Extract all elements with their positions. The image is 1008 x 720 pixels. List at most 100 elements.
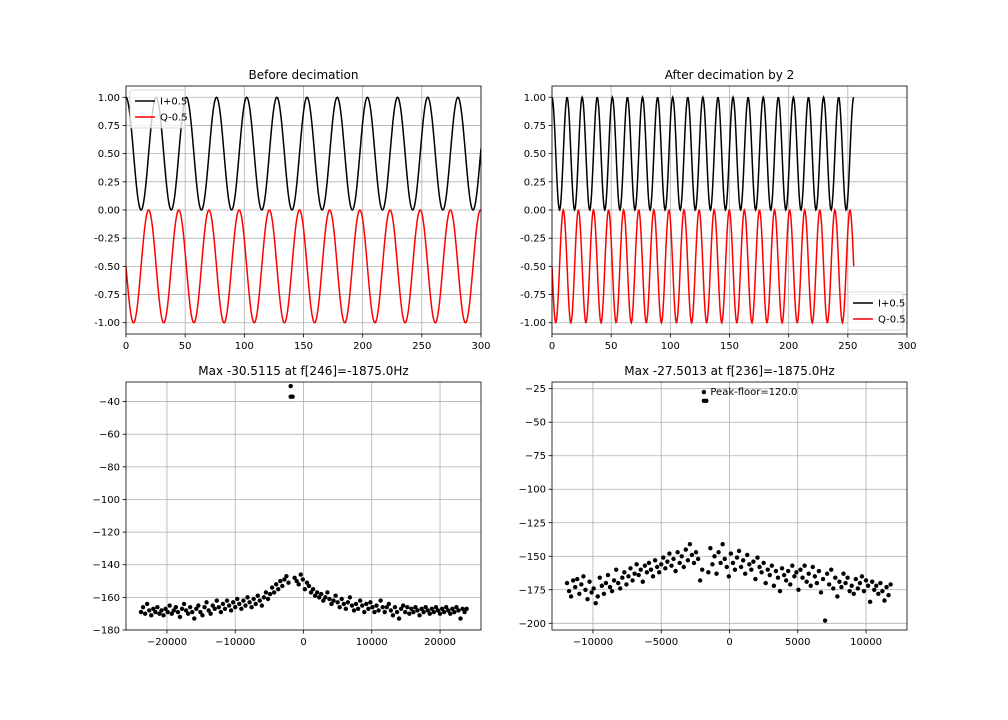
x-tick-label: 20000 <box>424 637 456 648</box>
x-tick-label: 5000 <box>785 637 810 648</box>
data-point <box>691 560 697 566</box>
data-point <box>259 603 265 608</box>
data-point <box>566 588 572 594</box>
data-point <box>757 564 762 570</box>
data-point <box>640 579 645 584</box>
data-point <box>269 585 275 590</box>
data-point <box>779 566 785 571</box>
data-point <box>249 604 254 610</box>
data-point <box>409 606 414 611</box>
data-point <box>278 578 283 584</box>
data-point <box>749 567 754 572</box>
data-point <box>652 558 658 563</box>
data-point <box>605 572 611 578</box>
legend-box <box>129 89 186 129</box>
data-point <box>171 608 176 613</box>
data-point <box>147 608 152 613</box>
data-point <box>173 604 179 610</box>
data-point <box>697 578 703 583</box>
data-point <box>212 606 217 611</box>
y-tick-label: 0.50 <box>524 149 546 160</box>
data-point <box>740 558 746 563</box>
legend: I+0.5 Q-0.5 <box>129 89 188 129</box>
data-point <box>747 562 752 567</box>
data-point <box>837 579 842 584</box>
data-point <box>218 609 224 615</box>
data-point <box>343 606 349 611</box>
data-point <box>441 609 447 615</box>
subplot-3: −20000 −10000 0 10000 20000 −40 −60 −80 −100 −120… <box>93 364 482 648</box>
data-point <box>151 606 156 611</box>
data-point <box>824 571 830 576</box>
data-point <box>288 383 293 389</box>
data-point <box>722 556 727 562</box>
data-point <box>814 580 820 586</box>
data-point <box>357 598 363 603</box>
y-tick-label: −200 <box>519 619 546 630</box>
subplot-title: After decimation by 2 <box>665 68 795 82</box>
data-point <box>851 591 856 597</box>
data-point <box>773 568 779 574</box>
y-tick-label: 0.25 <box>98 177 120 188</box>
subplot-title: Max -30.5115 at f[246]=-1875.0Hz <box>198 364 408 378</box>
legend-label: I+0.5 <box>878 299 905 310</box>
data-point <box>831 586 836 591</box>
x-tick-label: 10000 <box>356 637 388 648</box>
x-tick-label: 50 <box>605 341 618 352</box>
data-point <box>769 563 775 568</box>
data-point <box>630 578 635 583</box>
x-tick-label: 250 <box>838 341 857 352</box>
data-point <box>704 398 709 403</box>
data-point <box>804 579 809 584</box>
data-point <box>579 582 584 587</box>
data-point <box>867 599 873 605</box>
data-point <box>882 598 887 603</box>
data-point <box>646 560 652 566</box>
y-tick-label: -0.50 <box>94 262 120 273</box>
data-point <box>241 598 246 603</box>
x-tick-label: 0 <box>300 637 306 648</box>
data-point <box>376 608 381 613</box>
data-point <box>874 583 879 588</box>
data-point <box>337 604 342 610</box>
y-tick-label: −50 <box>525 418 546 429</box>
y-tick-label: −25 <box>525 384 546 395</box>
data-point <box>790 563 795 568</box>
data-point <box>718 560 723 566</box>
data-point <box>280 583 285 589</box>
x-tick-label: 150 <box>720 341 739 352</box>
data-point <box>423 604 428 610</box>
data-point <box>362 609 367 615</box>
data-point <box>276 587 281 592</box>
data-point <box>636 572 641 578</box>
data-point <box>335 600 340 605</box>
data-point <box>448 611 453 616</box>
data-point <box>673 568 678 574</box>
data-point <box>759 570 764 575</box>
data-point <box>392 604 398 610</box>
data-point <box>214 598 219 603</box>
data-point <box>644 570 650 575</box>
data-point <box>312 593 318 598</box>
data-point <box>781 572 787 578</box>
subplot-title: Before decimation <box>248 68 358 82</box>
data-point <box>261 595 267 600</box>
data-point <box>388 608 394 613</box>
data-point <box>310 587 316 592</box>
data-point <box>826 582 832 587</box>
data-point <box>245 595 250 600</box>
data-point <box>886 592 891 598</box>
data-point <box>194 606 199 611</box>
data-point <box>222 606 228 611</box>
data-point <box>833 575 838 580</box>
data-point <box>228 608 234 613</box>
data-point <box>714 571 719 576</box>
data-point <box>568 594 574 599</box>
x-tick-label: 10000 <box>850 637 882 648</box>
data-point <box>431 609 437 615</box>
data-point <box>872 587 877 592</box>
data-point <box>400 603 406 608</box>
data-point <box>736 548 742 554</box>
data-point <box>204 600 209 605</box>
